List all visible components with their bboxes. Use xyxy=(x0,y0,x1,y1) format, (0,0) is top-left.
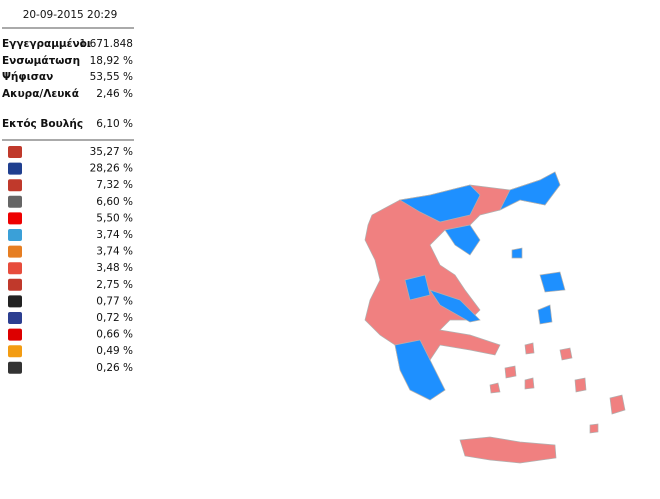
party-logo xyxy=(8,345,22,358)
party-share: 3,48 % xyxy=(96,262,133,274)
stat-label: Εγγεγραμμένοι xyxy=(2,38,91,50)
stat-value: 1.671.848 xyxy=(80,38,133,50)
region xyxy=(499,171,561,211)
stat-value: 6,10 % xyxy=(96,118,133,130)
party-logo xyxy=(8,229,22,241)
party-share: 35,27 % xyxy=(90,146,133,158)
stat-label: Εκτός Βουλής xyxy=(2,118,83,130)
party-share: 3,74 % xyxy=(96,229,133,241)
party-share: 0,72 % xyxy=(96,312,133,324)
party-share: 6,60 % xyxy=(96,196,133,208)
region xyxy=(399,184,481,223)
stat-value: 18,92 % xyxy=(90,55,133,67)
party-logo xyxy=(8,245,22,258)
island xyxy=(609,394,626,415)
island xyxy=(504,365,517,379)
island xyxy=(539,271,566,293)
party-logo xyxy=(8,328,22,341)
island xyxy=(589,423,599,434)
party-share: 3,74 % xyxy=(96,246,133,258)
party-logo xyxy=(8,295,22,308)
stat-label: Ψήφισαν xyxy=(2,71,53,83)
party-share: 2,75 % xyxy=(96,279,133,291)
party-logo xyxy=(8,179,22,192)
party-logo xyxy=(8,361,22,374)
region xyxy=(394,339,446,401)
party-logo xyxy=(8,278,22,291)
party-share: 0,49 % xyxy=(96,345,133,357)
island xyxy=(524,377,535,390)
party-logo xyxy=(8,312,22,324)
island xyxy=(524,342,535,355)
island xyxy=(511,247,523,259)
party-share: 28,26 % xyxy=(90,163,133,175)
party-share: 7,32 % xyxy=(96,179,133,191)
timestamp: 20-09-2015 20:29 xyxy=(23,9,118,21)
island xyxy=(574,377,587,393)
stat-value: 2,46 % xyxy=(96,88,133,100)
region xyxy=(444,224,481,256)
party-share: 0,26 % xyxy=(96,362,133,374)
crete xyxy=(459,436,557,464)
region xyxy=(429,289,481,323)
island xyxy=(489,382,501,394)
party-logo xyxy=(8,195,22,208)
map xyxy=(364,171,626,464)
party-logo xyxy=(8,212,22,225)
party-logo xyxy=(8,162,22,175)
party-logo xyxy=(8,262,22,275)
stat-label: Ακυρα/Λευκά xyxy=(2,88,79,100)
island xyxy=(559,347,573,361)
party-share: 0,77 % xyxy=(96,295,133,307)
party-share: 0,66 % xyxy=(96,329,133,341)
stat-value: 53,55 % xyxy=(90,71,133,83)
stat-label: Ενσωμάτωση xyxy=(2,55,80,67)
island xyxy=(537,304,553,325)
party-share: 5,50 % xyxy=(96,212,133,224)
party-logo xyxy=(8,146,22,158)
region xyxy=(404,274,431,301)
